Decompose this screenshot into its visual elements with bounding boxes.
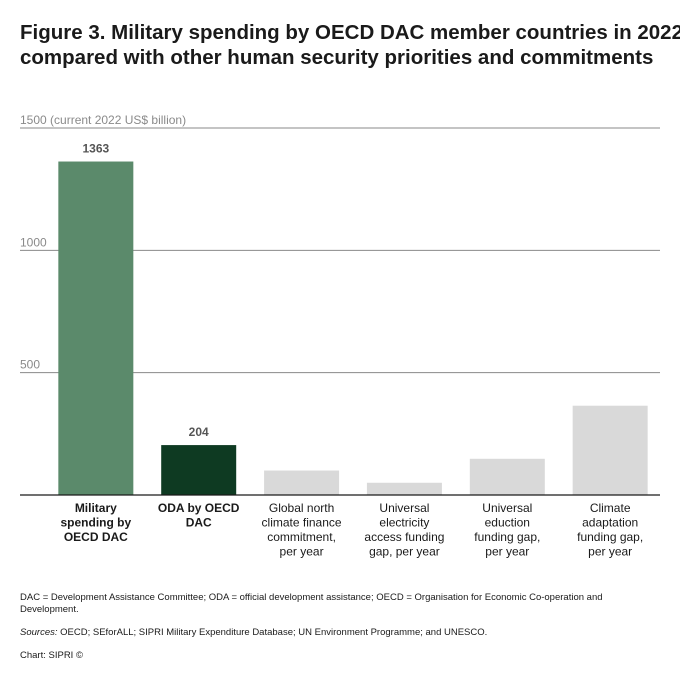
- category-label-5-line-3: per year: [588, 545, 632, 559]
- bar-4: [469, 458, 545, 495]
- category-label-3-line-2: access funding: [364, 530, 444, 544]
- category-label-3-line-1: electricity: [379, 516, 429, 530]
- category-label-4-line-1: eduction: [485, 516, 530, 530]
- sources-label: Sources:: [20, 627, 58, 638]
- chart-title: Figure 3. Military spending by OECD DAC …: [20, 20, 680, 70]
- bar-5: [572, 405, 648, 495]
- category-label-3-line-0: Universal: [379, 501, 429, 515]
- chart-title-line-1: Figure 3. Military spending by OECD DAC …: [20, 21, 680, 44]
- y-tick-label-1000: 1000: [20, 235, 47, 249]
- y-tick-label-1500: 1500 (current 2022 US$ billion): [20, 113, 186, 127]
- category-label-0-line-2: OECD DAC: [64, 530, 128, 544]
- data-label-1: 204: [189, 425, 209, 439]
- sources-note: Sources: OECD; SEforALL; SIPRI Military …: [20, 627, 660, 639]
- data-label-0: 1363: [82, 142, 109, 156]
- category-label-0-line-0: Military: [75, 501, 117, 515]
- category-label-0-line-1: spending by: [60, 516, 131, 530]
- category-label-4-line-3: per year: [485, 545, 529, 559]
- abbreviations-note: DAC = Development Assistance Committee; …: [20, 592, 603, 615]
- chart-title-line-2: compared with other human security prior…: [20, 46, 654, 69]
- category-label-4-line-2: funding gap,: [474, 530, 540, 544]
- chart-notes: DAC = Development Assistance Committee; …: [20, 592, 660, 673]
- category-label-5-line-0: Climate: [590, 501, 631, 515]
- sources-text: OECD; SEforALL; SIPRI Military Expenditu…: [60, 627, 488, 638]
- bar-0: [58, 161, 134, 495]
- category-label-1-line-0: ODA by OECD: [158, 501, 240, 515]
- category-label-2-line-0: Global north: [269, 501, 334, 515]
- bar-chart: 500 1000 1500 (current 2022 US$ billion) 13…: [20, 113, 660, 559]
- category-label-5-line-2: funding gap,: [577, 530, 643, 544]
- y-tick-label-500: 500: [20, 358, 40, 372]
- category-label-1-line-1: DAC: [186, 516, 212, 530]
- bar-3: [366, 482, 442, 495]
- bar-1: [161, 445, 237, 495]
- chart-credit: Chart: SIPRI ©: [20, 650, 83, 661]
- category-label-2-line-2: commitment,: [267, 530, 336, 544]
- category-label-3-line-3: gap, per year: [369, 545, 440, 559]
- category-label-4-line-0: Universal: [482, 501, 532, 515]
- category-label-2-line-1: climate finance: [262, 516, 342, 530]
- category-label-5-line-1: adaptation: [582, 516, 638, 530]
- bar-2: [264, 470, 340, 495]
- category-label-2-line-3: per year: [280, 545, 324, 559]
